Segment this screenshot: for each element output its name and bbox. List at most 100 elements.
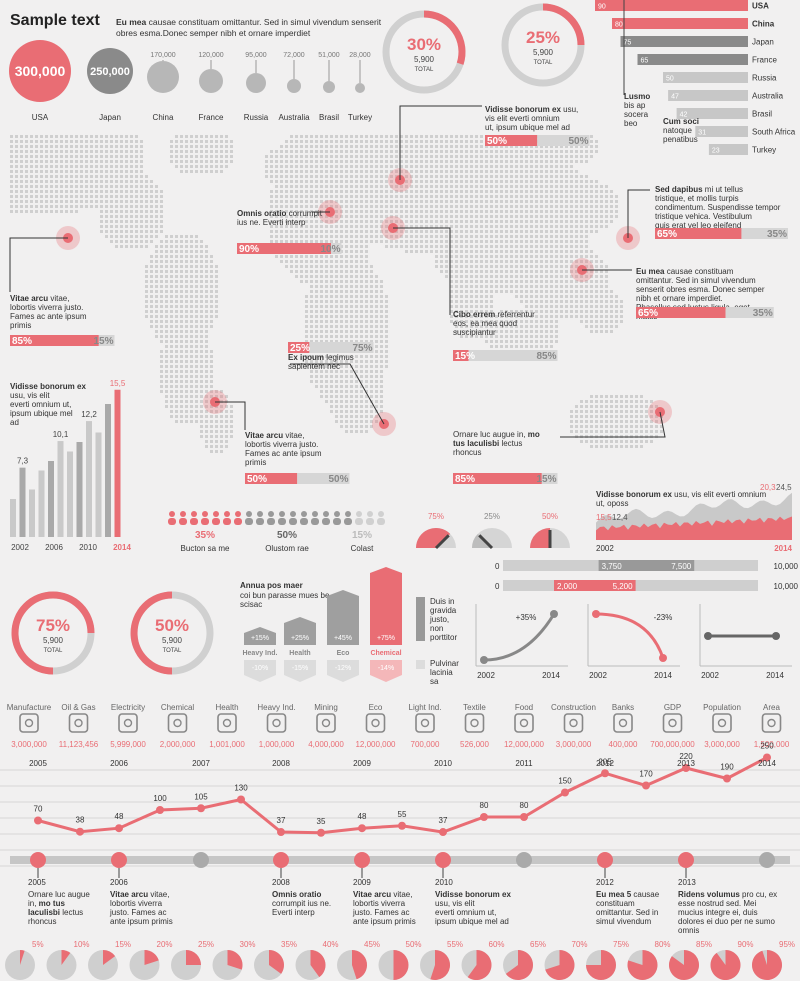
map-dot bbox=[450, 160, 453, 163]
map-dot bbox=[75, 210, 78, 213]
series-point-label: 105 bbox=[194, 792, 208, 801]
map-dot bbox=[365, 280, 368, 283]
map-dot bbox=[40, 160, 43, 163]
map-dot bbox=[195, 165, 198, 168]
map-dot bbox=[30, 155, 33, 158]
donut-percent: 30% bbox=[407, 35, 441, 54]
map-dot bbox=[385, 150, 388, 153]
map-dot bbox=[60, 175, 63, 178]
map-dot bbox=[135, 235, 138, 238]
factory-icon bbox=[19, 713, 39, 733]
map-dot bbox=[485, 275, 488, 278]
map-dot bbox=[375, 205, 378, 208]
map-dot bbox=[10, 175, 13, 178]
map-dot bbox=[365, 175, 368, 178]
text-line: Duis in bbox=[430, 597, 454, 606]
map-dot bbox=[105, 185, 108, 188]
left-chart-bar bbox=[38, 470, 45, 537]
map-dot bbox=[120, 175, 123, 178]
map-dot bbox=[360, 265, 363, 268]
map-dot bbox=[340, 300, 343, 303]
map-dot bbox=[455, 250, 458, 253]
map-dot bbox=[485, 195, 488, 198]
map-dot bbox=[210, 445, 213, 448]
map-dot bbox=[340, 330, 343, 333]
map-dot bbox=[605, 440, 608, 443]
map-dot bbox=[460, 310, 463, 313]
map-dot bbox=[220, 410, 223, 413]
map-dot bbox=[615, 320, 618, 323]
map-dot bbox=[370, 270, 373, 273]
map-dot bbox=[40, 180, 43, 183]
text-span: ad bbox=[559, 123, 570, 132]
map-dot bbox=[15, 210, 18, 213]
map-dot bbox=[305, 280, 308, 283]
map-dot bbox=[520, 315, 523, 318]
text-span: ubique bbox=[31, 409, 58, 418]
map-dot bbox=[465, 315, 468, 318]
map-dot bbox=[10, 155, 13, 158]
map-dot bbox=[290, 170, 293, 173]
series-point bbox=[520, 813, 528, 821]
map-dot bbox=[600, 270, 603, 273]
map-dot bbox=[310, 320, 313, 323]
text-span: ornare bbox=[660, 294, 686, 303]
map-dot bbox=[105, 210, 108, 213]
map-dot bbox=[205, 280, 208, 283]
map-dot bbox=[525, 340, 528, 343]
map-dot bbox=[220, 435, 223, 438]
map-dot bbox=[625, 415, 628, 418]
map-dot bbox=[325, 145, 328, 148]
text-span: justo. bbox=[352, 908, 372, 917]
map-dot bbox=[340, 385, 343, 388]
map-dot bbox=[570, 205, 573, 208]
text-span: constituam bbox=[596, 899, 635, 908]
map-dot bbox=[30, 175, 33, 178]
map-dot bbox=[420, 175, 423, 178]
map-dot bbox=[465, 305, 468, 308]
map-dot bbox=[355, 170, 358, 173]
map-dot bbox=[170, 365, 173, 368]
hex-down bbox=[244, 660, 276, 682]
map-dot bbox=[500, 225, 503, 228]
map-dot bbox=[110, 240, 113, 243]
map-dot bbox=[445, 265, 448, 268]
map-dot bbox=[570, 245, 573, 248]
map-dot bbox=[100, 195, 103, 198]
map-dot bbox=[510, 215, 513, 218]
map-dot bbox=[305, 165, 308, 168]
map-dot bbox=[560, 280, 563, 283]
map-dot bbox=[275, 200, 278, 203]
map-dot bbox=[270, 175, 273, 178]
map-dot bbox=[390, 175, 393, 178]
spool-icon-detail bbox=[420, 718, 430, 728]
map-dot bbox=[495, 205, 498, 208]
map-dot bbox=[75, 180, 78, 183]
map-dot bbox=[300, 140, 303, 143]
map-dot bbox=[605, 210, 608, 213]
map-dot bbox=[350, 190, 353, 193]
map-dot bbox=[385, 135, 388, 138]
map-dot bbox=[185, 350, 188, 353]
map-dot bbox=[530, 290, 533, 293]
map-dot bbox=[185, 385, 188, 388]
map-dot bbox=[505, 225, 508, 228]
map-dot bbox=[105, 150, 108, 153]
pie-slice bbox=[227, 950, 243, 970]
map-dot bbox=[270, 225, 273, 228]
map-dot bbox=[455, 305, 458, 308]
map-dot bbox=[105, 235, 108, 238]
map-dot bbox=[195, 265, 198, 268]
map-dot bbox=[475, 185, 478, 188]
map-dot bbox=[155, 235, 158, 238]
map-dot bbox=[90, 155, 93, 158]
map-dot bbox=[565, 310, 568, 313]
map-dot bbox=[175, 140, 178, 143]
map-dot bbox=[220, 430, 223, 433]
map-dot bbox=[610, 400, 613, 403]
map-dot bbox=[360, 240, 363, 243]
map-dot bbox=[605, 410, 608, 413]
map-dot bbox=[345, 195, 348, 198]
map-dot bbox=[550, 315, 553, 318]
map-dot bbox=[360, 405, 363, 408]
